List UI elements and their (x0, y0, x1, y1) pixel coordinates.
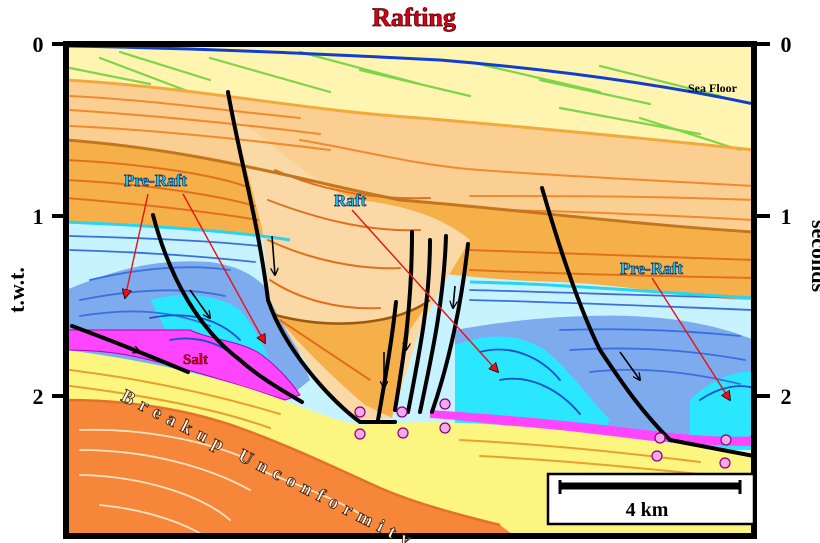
pre-raft-cyan-far-right (690, 371, 754, 450)
section-frame (63, 41, 757, 539)
left-axis: 0 1 2 t.w.t. (4, 32, 66, 409)
left-tick-2: 2 (33, 384, 44, 409)
raft-label: Raft (334, 191, 366, 210)
right-tick-0: 0 (781, 32, 792, 57)
left-tick-0: 0 (33, 32, 44, 57)
basement (66, 400, 515, 536)
slip-arrows (99, 235, 640, 388)
diagram-title: Rafting (372, 3, 456, 32)
right-axis: 0 1 2 seconds (754, 32, 820, 409)
pre-raft-label-left: Pre-Raft (124, 171, 187, 190)
contact-markers (354, 398, 732, 469)
right-tick-1: 1 (781, 204, 792, 229)
strata-lines (66, 50, 754, 536)
raft-body (226, 90, 470, 420)
right-tick-2: 2 (781, 384, 792, 409)
sea-floor-line (66, 44, 754, 106)
scale-bar-label: 4 km (626, 499, 669, 521)
section-body (66, 44, 754, 536)
scale-bar: 4 km (546, 472, 756, 526)
left-axis-label: t.w.t. (4, 267, 29, 313)
sea-floor-label: Sea Floor (688, 81, 738, 95)
horizon-lines (66, 78, 754, 527)
interpretation-arrows (125, 193, 730, 400)
salt-label: Salt (183, 352, 208, 368)
pre-raft-label-right: Pre-Raft (620, 259, 683, 278)
right-axis-label: seconds (807, 220, 820, 293)
left-tick-1: 1 (33, 204, 44, 229)
salt-thin-right (430, 410, 754, 446)
